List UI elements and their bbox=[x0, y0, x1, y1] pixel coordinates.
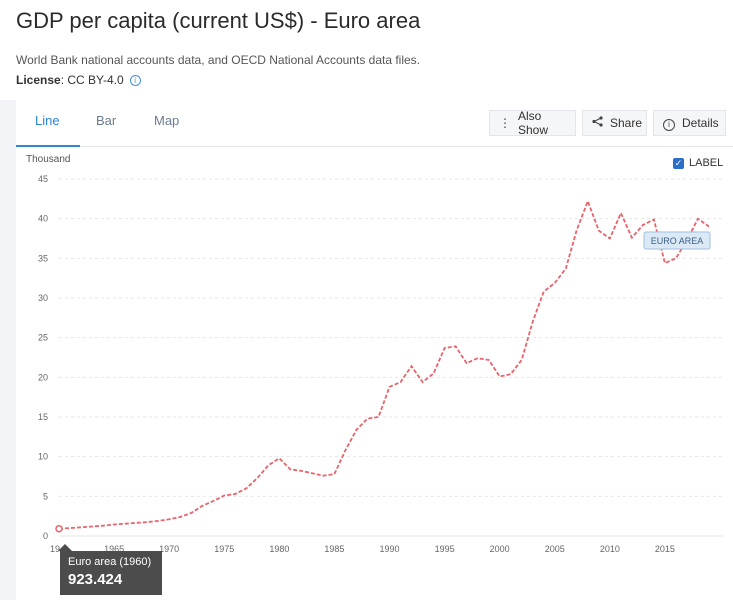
series-labels: EURO AREA bbox=[643, 231, 711, 250]
x-tick-label: 1970 bbox=[159, 544, 179, 554]
y-tick-label: 30 bbox=[38, 293, 48, 303]
x-tick-label: 2010 bbox=[600, 544, 620, 554]
x-tick-label: 1995 bbox=[435, 544, 455, 554]
tooltip-value: 923.424 bbox=[68, 571, 123, 588]
x-tick-label: 1975 bbox=[214, 544, 234, 554]
label-checkbox[interactable]: ✓ bbox=[673, 157, 684, 169]
y-tick-label: 15 bbox=[38, 412, 48, 422]
y-axis-unit-label: Thousand bbox=[26, 154, 70, 165]
share-icon bbox=[592, 116, 603, 130]
x-tick-label: 1980 bbox=[269, 544, 289, 554]
label-toggle[interactable]: ✓ LABEL bbox=[673, 157, 723, 169]
tab-bar[interactable]: Bar bbox=[96, 113, 117, 128]
tooltip-label: Euro area (1960) bbox=[68, 556, 152, 568]
tab-map[interactable]: Map bbox=[154, 113, 180, 128]
share-label: Share bbox=[610, 116, 643, 130]
more-vertical-icon: ⋮ bbox=[499, 116, 511, 130]
y-tick-label: 45 bbox=[38, 174, 48, 184]
chart-panel bbox=[16, 100, 733, 600]
chart-tabs: Line Bar Map bbox=[16, 100, 733, 147]
license-line: License: CC BY-4.0 i bbox=[16, 73, 141, 87]
x-tick-label: 2015 bbox=[655, 544, 675, 554]
data-tooltip: Euro area (1960) 923.424 bbox=[60, 551, 162, 595]
y-tick-label: 0 bbox=[43, 531, 48, 541]
series-line bbox=[58, 198, 710, 530]
y-axis-ticks: 0 5 10 15 20 25 30 35 40 45 bbox=[38, 174, 48, 541]
y-tick-label: 35 bbox=[38, 253, 48, 263]
source-note: World Bank national accounts data, and O… bbox=[16, 53, 421, 67]
tooltip-arrow bbox=[58, 544, 72, 551]
x-tick-label: 1965 bbox=[104, 544, 124, 554]
gridlines bbox=[59, 178, 724, 537]
y-tick-label: 25 bbox=[38, 333, 48, 343]
license-label: License bbox=[16, 73, 61, 87]
y-tick-label: 10 bbox=[38, 452, 48, 462]
x-tick-label: 2000 bbox=[490, 544, 510, 554]
series-lines bbox=[55, 198, 710, 533]
details-label: Details bbox=[682, 116, 719, 130]
page-title: GDP per capita (current US$) - Euro area bbox=[16, 8, 421, 33]
tab-line[interactable]: Line bbox=[35, 113, 60, 128]
x-tick-label: 2005 bbox=[545, 544, 565, 554]
y-tick-label: 40 bbox=[38, 214, 48, 224]
y-tick-label: 20 bbox=[38, 372, 48, 382]
details-button[interactable]: i Details bbox=[653, 110, 726, 136]
y-tick-label: 5 bbox=[43, 491, 48, 501]
x-tick-label: 19 bbox=[50, 544, 60, 554]
also-show-label: Also Show bbox=[518, 109, 549, 137]
active-tab-indicator bbox=[16, 145, 80, 147]
series-label-box bbox=[643, 231, 711, 250]
share-button[interactable]: Share bbox=[582, 110, 647, 136]
highlighted-point bbox=[55, 524, 63, 533]
info-icon[interactable]: i bbox=[129, 75, 141, 86]
series-label-text: EURO AREA bbox=[651, 236, 704, 246]
label-toggle-text: LABEL bbox=[689, 157, 724, 169]
info-circle-icon: i bbox=[663, 116, 675, 131]
x-tick-label: 1985 bbox=[324, 544, 344, 554]
x-tick-label: 1990 bbox=[379, 544, 399, 554]
license-value: : CC BY-4.0 bbox=[60, 73, 124, 87]
also-show-button[interactable]: ⋮ Also Show bbox=[489, 109, 576, 137]
x-axis-ticks: 19 1965 1970 1975 1980 1985 1990 1995 2000 2005 20… bbox=[50, 544, 675, 554]
